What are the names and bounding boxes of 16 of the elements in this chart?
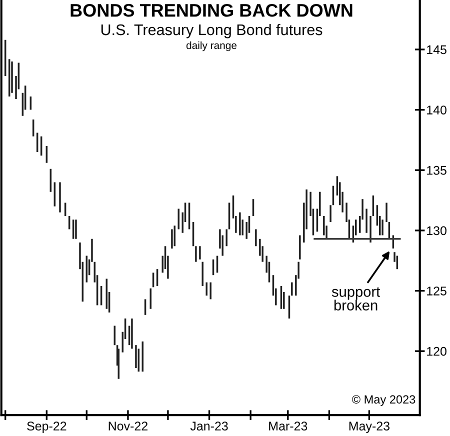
y-tick-label: 135 [427, 166, 446, 175]
y-tick-label: 130 [427, 226, 446, 236]
x-tick-label: Mar-23 [269, 422, 308, 431]
y-tick-label: 145 [427, 45, 446, 54]
x-tick-label: May-23 [349, 422, 390, 433]
y-tick-label: 140 [427, 106, 446, 114]
x-tick-label: Nov-22 [108, 422, 148, 431]
x-tick-label: Jan-23 [190, 422, 228, 431]
annotation: support broken [332, 287, 380, 310]
chart-title: BONDS TRENDING BACK DOWN [70, 4, 352, 17]
y-tick-label: 125 [427, 286, 446, 296]
annotation: © May 2023 [352, 395, 416, 406]
y-axis-title: daily range [186, 41, 237, 52]
x-tick-label: Sep-22 [27, 422, 66, 433]
y-tick-label: 120 [427, 346, 446, 356]
text: U.S. Treasury Long Bond futures [101, 24, 322, 38]
